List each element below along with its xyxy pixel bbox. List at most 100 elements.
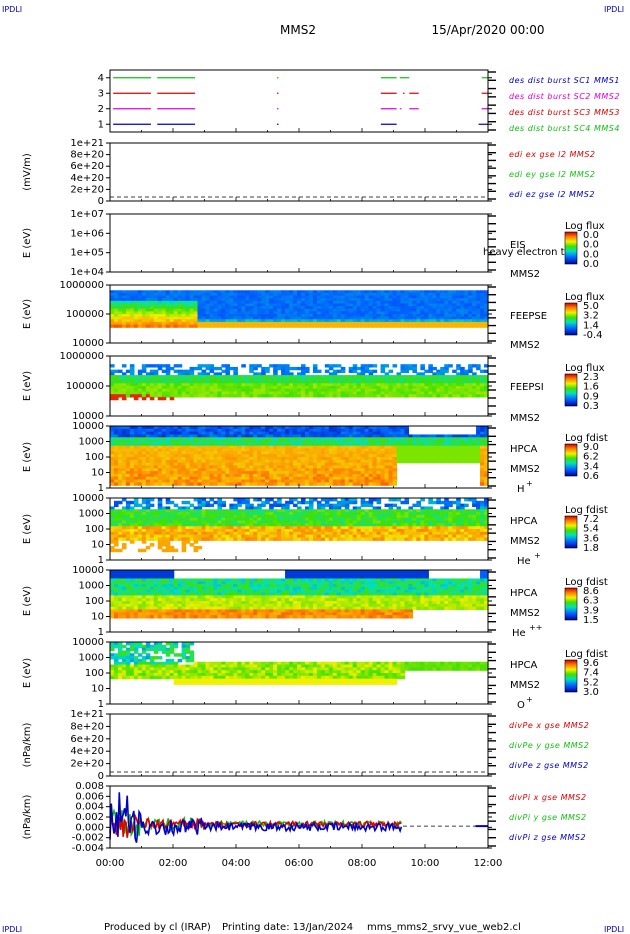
spectrogram-hpca_he <box>110 498 489 553</box>
colorbar <box>564 443 578 477</box>
colorbar-title: Log fdist <box>565 433 608 444</box>
colorbar-title: Log flux <box>565 292 605 303</box>
y-tick-label: 1000000 <box>59 280 104 291</box>
divpi-trace-red <box>109 810 402 838</box>
colorbar-tick: 0.0 <box>583 240 599 251</box>
legend-entry: des dist burst SC3 MMS3 <box>509 108 620 117</box>
y-tick-label: 0.000 <box>75 822 104 833</box>
colorbar-tick: 1.5 <box>583 615 599 626</box>
colorbar-tick: 5.4 <box>583 524 599 535</box>
y-tick-label: 100000 <box>66 309 104 320</box>
y-tick-label: 1000 <box>79 509 104 520</box>
colorbar-tick: 2.3 <box>583 372 599 383</box>
colorbar <box>564 587 578 621</box>
y-tick-label: 100 <box>85 596 104 607</box>
legend-entry: des dist burst SC1 MMS1 <box>509 76 620 85</box>
colorbar-tick: 3.2 <box>583 311 599 322</box>
y-tick-label: 1e+04 <box>70 267 104 278</box>
colorbar <box>564 231 578 265</box>
spacecraft-title: MMS2 <box>280 23 316 37</box>
corner-label-top-right: IPDLI <box>604 5 624 14</box>
legend-entry: divPi y gse MMS2 <box>509 813 587 822</box>
colorbar-title: Log flux <box>565 221 605 232</box>
species-label: H <box>517 484 525 495</box>
y-axis-label: E (eV) <box>22 514 33 544</box>
y-tick-label: 0 <box>98 196 104 207</box>
y-tick-label: 10000 <box>72 637 104 648</box>
y-tick-label: 4e+20 <box>70 746 104 757</box>
colorbar-tick: 0.6 <box>583 471 599 482</box>
panel-hpca_h: 10000 1000 100 10 1 E (eV) HPCA MMS2 H+ Log fdist… <box>22 421 608 495</box>
y-tick-label: 1000000 <box>59 351 104 362</box>
y-tick-label: 10000 <box>72 338 104 349</box>
species-label: He <box>517 556 531 567</box>
y-tick-label: 1 <box>98 483 104 494</box>
y-tick-label: 10000 <box>72 421 104 432</box>
panel-eis: 1e+07 1e+06 1e+05 1e+04 E (eV) EIS MMS2 heavy e… <box>22 209 605 280</box>
y-axis-label: E (eV) <box>22 442 33 472</box>
y-tick-label: 1e+05 <box>70 248 104 259</box>
colorbar <box>564 659 578 693</box>
instrument-label: EIS <box>510 240 526 251</box>
legend-entry: des dist burst SC2 MMS2 <box>509 92 620 101</box>
y-tick-label: 10 <box>91 468 104 479</box>
plot-frame <box>109 142 489 202</box>
y-tick-label: 6e+20 <box>70 161 104 172</box>
colorbar <box>564 302 578 336</box>
y-tick-label: 3 <box>98 88 104 99</box>
footer-filename: mms_mms2_srvy_vue_web2.cl <box>367 922 521 933</box>
species-label: O <box>517 700 525 711</box>
instrument-label: HPCA <box>510 660 538 671</box>
colorbar-title: Log fdist <box>565 505 608 516</box>
colorbar-tick: 3.6 <box>583 533 599 544</box>
y-tick-label: 6e+20 <box>70 734 104 745</box>
date-title: 15/Apr/2020 00:00 <box>431 23 544 37</box>
colorbar-tick: 0.9 <box>583 391 599 402</box>
y-tick-label: 1 <box>98 119 104 130</box>
y-tick-label: 2 <box>98 104 104 115</box>
legend-entry: des dist burst SC4 MMS4 <box>509 124 620 133</box>
y-tick-label: 1 <box>98 555 104 566</box>
y-tick-label: 100000 <box>66 381 104 392</box>
panels: 4 3 2 1 des dist burst SC1 MMS1 des dist burs… <box>22 69 620 869</box>
colorbar-tick: 3.9 <box>583 605 599 616</box>
y-tick-label: 10 <box>91 612 104 623</box>
colorbar-tick: 0.0 <box>583 230 599 241</box>
y-tick-label: 1e+06 <box>70 228 104 239</box>
y-tick-label: 1e+21 <box>70 709 104 720</box>
time-axis: 00:00 02:00 04:00 06:00 08:00 10:00 12:00 <box>96 858 503 869</box>
spacecraft-label: MMS2 <box>510 464 540 475</box>
colorbar-tick: 9.6 <box>583 658 599 669</box>
y-axis-label: E (eV) <box>22 371 33 401</box>
spectrogram-hpca_h <box>110 426 489 486</box>
y-tick-label: 2e+20 <box>70 759 104 770</box>
panel-feepse: 1000000 100000 10000 E (eV) FEEPSE MMS2 Log fl… <box>22 280 605 351</box>
time-tick-label: 10:00 <box>411 858 440 869</box>
colorbar-tick: 0.0 <box>583 249 599 260</box>
time-tick-label: 00:00 <box>96 858 125 869</box>
panel-hpca_hepp: 10000 1000 100 10 1 E (eV) HPCA MMS2 He++ Log fdi… <box>22 565 608 639</box>
y-tick-label: 0.004 <box>75 802 104 813</box>
colorbar-tick: 8.6 <box>583 586 599 597</box>
footer-printing-date: Printing date: 13/Jan/2024 <box>222 922 353 933</box>
y-tick-label: 0.008 <box>75 781 104 792</box>
y-axis-label: E (eV) <box>22 299 33 329</box>
y-tick-label: 0 <box>98 771 104 782</box>
plot-frame <box>109 713 489 777</box>
y-tick-label: 10000 <box>72 411 104 422</box>
footer-produced: Produced by cl (IRAP) <box>104 922 211 933</box>
y-tick-label: 1000 <box>79 653 104 664</box>
colorbar-tick: 6.3 <box>583 596 599 607</box>
colorbar-tick: 1.4 <box>583 320 599 331</box>
instrument-label: HPCA <box>510 444 538 455</box>
legend-entry: edi ey gse l2 MMS2 <box>509 170 596 179</box>
y-tick-label: 2e+20 <box>70 184 104 195</box>
y-axis-label: (nPa/km) <box>22 723 33 768</box>
time-tick-label: 08:00 <box>348 858 377 869</box>
y-axis-label: E (eV) <box>22 658 33 688</box>
time-tick-label: 06:00 <box>285 858 314 869</box>
colorbar-tick: 9.0 <box>583 442 599 453</box>
panel-feepsi: 1000000 100000 10000 E (eV) FEEPSI MMS2 Log fl… <box>22 351 605 424</box>
